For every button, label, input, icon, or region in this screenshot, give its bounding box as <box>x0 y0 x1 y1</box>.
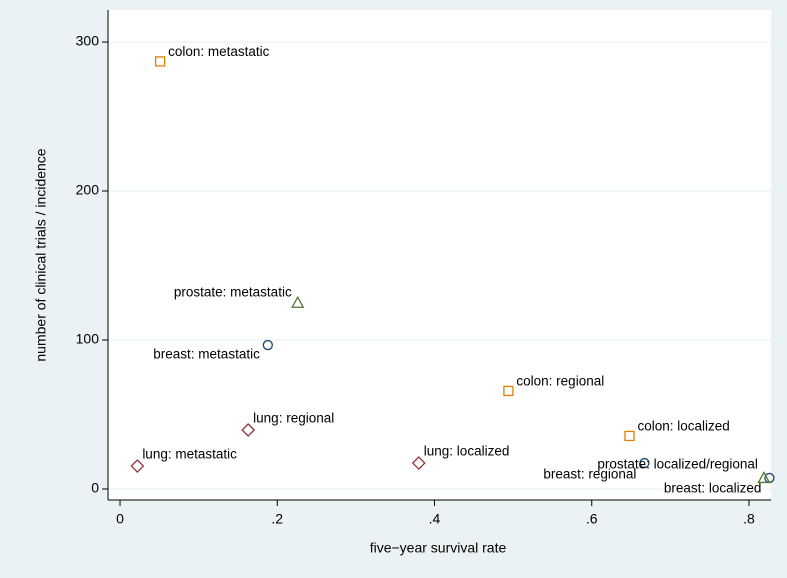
point <box>241 423 256 437</box>
point <box>130 459 145 473</box>
point-label: colon: localized <box>637 419 729 434</box>
y-axis-title: number of clinical trials / incidence <box>33 148 49 361</box>
point-label: lung: metastatic <box>142 447 237 462</box>
point-label: prostate: localized/regional <box>597 457 758 472</box>
point-label: breast: regional <box>543 467 636 482</box>
point <box>624 430 635 442</box>
point-label: lung: localized <box>424 444 510 459</box>
point <box>639 457 650 469</box>
y-tick-label: 300 <box>76 33 100 49</box>
x-tick-label: .4 <box>429 511 441 527</box>
point-label: breast: metastatic <box>153 347 260 362</box>
point-label: lung: regional <box>253 411 334 426</box>
y-tick-label: 200 <box>76 182 100 198</box>
y-tick-label: 100 <box>76 331 100 347</box>
point-label: colon: metastatic <box>168 44 270 59</box>
x-axis-title: five−year survival rate <box>370 540 507 556</box>
x-tick-label: 0 <box>116 511 124 527</box>
point <box>291 295 305 308</box>
point <box>503 385 514 397</box>
x-tick-label: .6 <box>586 511 598 527</box>
point <box>757 471 771 484</box>
point <box>262 339 273 351</box>
x-tick-label: .8 <box>743 511 755 527</box>
point <box>154 56 166 67</box>
point-label: breast: localized <box>664 481 762 496</box>
plot-area <box>108 10 771 500</box>
point <box>411 456 426 470</box>
point-label: prostate: metastatic <box>174 284 292 299</box>
y-tick-label: 0 <box>91 480 99 496</box>
x-tick-label: .2 <box>271 511 283 527</box>
point-label: colon: regional <box>516 374 604 389</box>
